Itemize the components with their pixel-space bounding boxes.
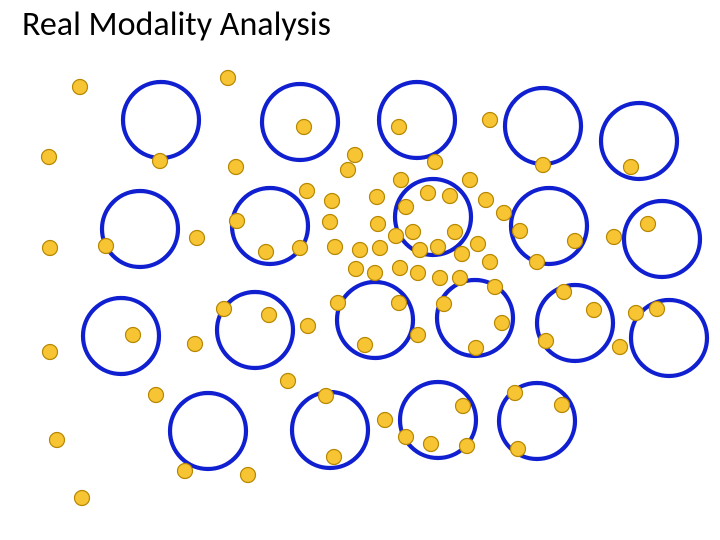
- data-point: [341, 163, 356, 178]
- data-point: [456, 399, 471, 414]
- data-point: [349, 262, 364, 277]
- data-point: [190, 231, 205, 246]
- data-point: [126, 328, 141, 343]
- data-point: [428, 155, 443, 170]
- data-point: [483, 113, 498, 128]
- data-point: [607, 230, 622, 245]
- data-point: [188, 337, 203, 352]
- data-point: [511, 442, 526, 457]
- data-point: [353, 243, 368, 258]
- data-point: [393, 261, 408, 276]
- cluster-circle: [505, 88, 581, 164]
- data-point: [73, 80, 88, 95]
- data-point: [568, 234, 583, 249]
- data-point: [50, 433, 65, 448]
- data-point: [460, 439, 475, 454]
- data-point: [641, 217, 656, 232]
- data-point: [297, 120, 312, 135]
- data-point: [229, 160, 244, 175]
- data-point: [530, 255, 545, 270]
- cluster-circle: [102, 191, 178, 267]
- data-point: [437, 297, 452, 312]
- data-point: [42, 150, 57, 165]
- cluster-circle: [379, 82, 455, 158]
- data-point: [513, 224, 528, 239]
- data-point: [629, 306, 644, 321]
- data-point: [373, 241, 388, 256]
- data-point: [483, 255, 498, 270]
- data-point: [301, 319, 316, 334]
- data-point: [411, 266, 426, 281]
- data-point: [217, 302, 232, 317]
- data-point: [43, 241, 58, 256]
- data-point: [259, 245, 274, 260]
- data-point: [323, 215, 338, 230]
- data-point: [624, 160, 639, 175]
- data-point: [319, 389, 334, 404]
- data-point: [469, 341, 484, 356]
- data-point: [399, 200, 414, 215]
- data-point: [431, 240, 446, 255]
- cluster-circle: [624, 201, 700, 277]
- cluster-circle: [170, 393, 246, 469]
- data-point: [413, 243, 428, 258]
- data-point: [331, 296, 346, 311]
- data-point: [488, 280, 503, 295]
- data-point: [378, 413, 393, 428]
- data-point: [508, 386, 523, 401]
- data-point: [421, 186, 436, 201]
- data-point: [328, 240, 343, 255]
- data-point: [262, 308, 277, 323]
- cluster-circle: [83, 298, 159, 374]
- data-point: [392, 120, 407, 135]
- data-point: [399, 430, 414, 445]
- data-point: [153, 154, 168, 169]
- data-point: [453, 271, 468, 286]
- data-point: [587, 303, 602, 318]
- data-point: [557, 285, 572, 300]
- data-point: [479, 193, 494, 208]
- data-point: [230, 214, 245, 229]
- data-point: [327, 450, 342, 465]
- data-point: [99, 239, 114, 254]
- data-point: [178, 464, 193, 479]
- data-point: [433, 271, 448, 286]
- data-point: [555, 398, 570, 413]
- cluster-circle: [537, 285, 613, 361]
- data-point: [325, 194, 340, 209]
- cluster-circle: [123, 82, 199, 158]
- data-point: [241, 468, 256, 483]
- data-point: [443, 189, 458, 204]
- data-point: [394, 173, 409, 188]
- data-point: [650, 302, 665, 317]
- data-point: [300, 184, 315, 199]
- data-point: [463, 173, 478, 188]
- data-point: [43, 345, 58, 360]
- data-point: [149, 388, 164, 403]
- data-point: [497, 206, 512, 221]
- data-point: [368, 266, 383, 281]
- data-point: [371, 217, 386, 232]
- diagram-canvas: [0, 0, 720, 540]
- cluster-circle: [337, 282, 413, 358]
- data-point: [536, 158, 551, 173]
- data-point: [370, 190, 385, 205]
- data-point: [455, 247, 470, 262]
- data-point: [392, 296, 407, 311]
- data-point: [411, 328, 426, 343]
- data-point: [613, 340, 628, 355]
- data-point: [406, 225, 421, 240]
- data-point: [221, 71, 236, 86]
- data-point: [539, 334, 554, 349]
- data-point: [471, 237, 486, 252]
- data-point: [358, 338, 373, 353]
- data-point: [348, 148, 363, 163]
- data-point: [293, 241, 308, 256]
- data-point: [281, 374, 296, 389]
- data-point: [424, 437, 439, 452]
- data-point: [75, 491, 90, 506]
- data-point: [389, 229, 404, 244]
- data-point: [448, 225, 463, 240]
- data-point: [495, 316, 510, 331]
